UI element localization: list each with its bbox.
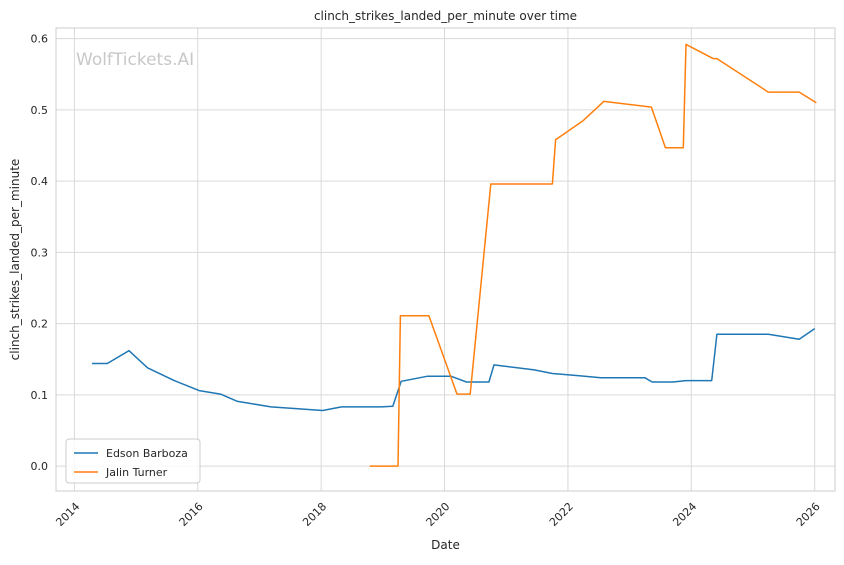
legend-label: Edson Barboza (106, 447, 188, 460)
y-axis-label: clinch_strikes_landed_per_minute (8, 159, 22, 361)
y-tick-label: 0.2 (31, 318, 49, 331)
chart-title: clinch_strikes_landed_per_minute over ti… (314, 9, 577, 23)
watermark: WolfTickets.AI (76, 50, 194, 70)
legend: Edson Barboza Jalin Turner (65, 438, 201, 484)
y-tick-label: 0.0 (31, 460, 49, 473)
y-tick-label: 0.4 (31, 175, 49, 188)
x-axis-label: Date (431, 538, 460, 552)
legend-label: Jalin Turner (105, 466, 168, 479)
legend-box (65, 438, 201, 484)
y-tick-label: 0.3 (31, 246, 49, 259)
series-lines (92, 43, 817, 467)
y-tick-label: 0.5 (31, 104, 49, 117)
grid-lines (56, 28, 835, 491)
series-line (369, 43, 817, 467)
y-tick-label: 0.1 (31, 389, 49, 402)
plot-area-frame (55, 27, 836, 492)
y-tick-label: 0.6 (31, 33, 49, 46)
series-line (92, 327, 816, 412)
